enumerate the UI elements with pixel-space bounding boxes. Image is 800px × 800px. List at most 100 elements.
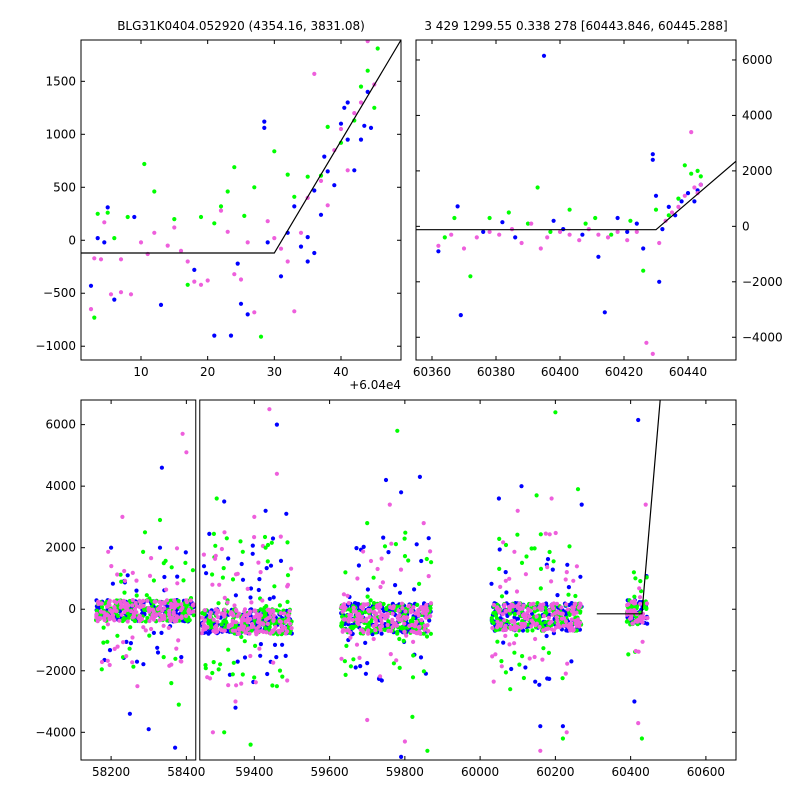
green-point: [573, 593, 578, 599]
magenta-point: [361, 549, 366, 554]
magenta-point: [151, 617, 156, 622]
y-tick-label: 0: [68, 233, 76, 247]
blue-point: [383, 477, 389, 483]
green-point: [626, 652, 631, 657]
magenta-point: [390, 617, 395, 622]
blue-point: [509, 666, 514, 672]
blue-point: [399, 754, 404, 760]
magenta-point: [115, 644, 120, 649]
magenta-point: [537, 624, 542, 630]
x-tick-label: 60420: [605, 365, 643, 379]
magenta-point: [547, 532, 552, 537]
magenta-point: [350, 617, 355, 623]
y-tick-label: 500: [53, 180, 76, 194]
magenta-point: [159, 613, 164, 619]
green-point: [495, 639, 500, 644]
magenta-point: [549, 496, 554, 501]
blue-point: [512, 615, 517, 620]
green-point: [258, 334, 264, 339]
green-point: [253, 643, 258, 649]
blue-point: [650, 152, 655, 157]
magenta-point: [95, 619, 100, 624]
magenta-point: [383, 616, 388, 621]
blue-point: [358, 664, 363, 669]
green-point: [394, 604, 400, 609]
green-point: [263, 626, 268, 631]
green-point: [633, 576, 638, 581]
green-point: [262, 605, 267, 611]
blue-point: [222, 499, 227, 504]
green-point: [112, 236, 117, 241]
blue-point: [305, 259, 310, 264]
magenta-point: [428, 549, 433, 554]
blue-point: [393, 583, 398, 588]
green-point: [375, 46, 380, 51]
magenta-point: [545, 235, 550, 240]
magenta-point: [108, 292, 114, 297]
magenta-point: [92, 256, 97, 261]
green-point: [624, 619, 630, 624]
magenta-point: [147, 573, 153, 579]
green-point: [183, 560, 188, 566]
magenta-point: [117, 618, 122, 623]
green-point: [489, 616, 494, 621]
magenta-point: [222, 530, 227, 535]
blue-point: [504, 590, 509, 595]
green-point: [230, 577, 236, 582]
magenta-point: [546, 615, 551, 621]
blue-point: [272, 642, 278, 648]
magenta-point: [399, 601, 405, 606]
green-point: [161, 655, 166, 660]
magenta-point: [167, 611, 172, 616]
blue-point: [271, 595, 276, 600]
green-point: [220, 575, 225, 580]
magenta-point: [638, 619, 644, 624]
green-point: [538, 586, 543, 591]
blue-point: [417, 474, 422, 479]
magenta-point: [278, 611, 283, 616]
blue-point: [280, 642, 285, 647]
green-point: [105, 210, 110, 215]
blue-point: [242, 655, 248, 660]
magenta-point: [188, 598, 193, 603]
magenta-point: [411, 605, 416, 610]
magenta-point: [238, 277, 244, 282]
magenta-point: [391, 604, 396, 609]
green-point: [270, 683, 275, 688]
blue-point: [636, 417, 641, 423]
magenta-point: [522, 624, 527, 629]
magenta-point: [141, 625, 146, 630]
green-point: [410, 714, 415, 720]
magenta-point: [348, 635, 353, 640]
magenta-point: [253, 629, 258, 635]
green-point: [248, 742, 253, 747]
magenta-point: [630, 608, 635, 613]
blue-point: [519, 484, 524, 489]
axes-frame-right: [199, 399, 737, 761]
green-point: [210, 572, 215, 577]
magenta-point: [102, 618, 107, 623]
x-tick-label: 60360: [413, 365, 451, 379]
blue-point: [358, 137, 364, 142]
magenta-point: [184, 598, 189, 603]
magenta-point: [122, 609, 127, 615]
green-point: [567, 612, 572, 618]
green-point: [232, 165, 237, 170]
magenta-point: [543, 531, 548, 536]
green-point: [368, 598, 373, 603]
magenta-point: [213, 630, 218, 635]
green-point: [269, 540, 274, 545]
magenta-point: [549, 579, 554, 584]
magenta-point: [232, 603, 237, 608]
green-point: [230, 672, 235, 677]
magenta-point: [219, 546, 224, 552]
axes-frame: [415, 39, 737, 361]
blue-point: [312, 188, 317, 193]
green-point: [535, 185, 540, 190]
green-point: [503, 670, 508, 675]
magenta-point: [175, 581, 180, 586]
magenta-point: [374, 620, 379, 625]
blue-point: [545, 557, 551, 562]
magenta-point: [173, 604, 178, 609]
magenta-point: [259, 621, 264, 626]
